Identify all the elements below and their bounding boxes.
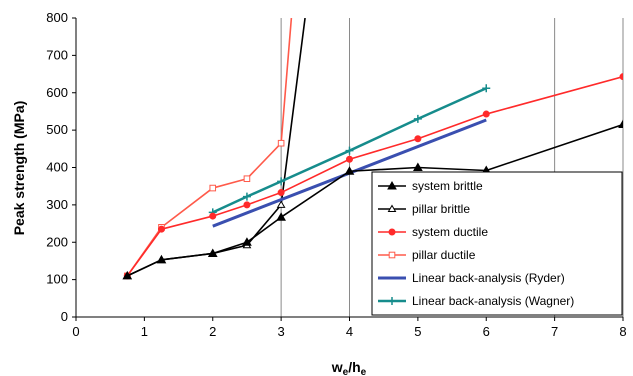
x-axis-title: we/he [331, 359, 367, 376]
series-linear-back-analysis-wagner [208, 84, 491, 217]
y-tick-label-600: 600 [46, 85, 68, 100]
legend-item-1: system brittle [378, 179, 483, 193]
data-point [157, 225, 165, 233]
data-point [344, 166, 355, 175]
legend-item-4: pillar ductile [378, 248, 476, 262]
gridlines [280, 18, 624, 317]
legend-label: pillar brittle [412, 202, 470, 216]
legend-item-6: Linear back-analysis (Wagner) [378, 294, 574, 308]
y-tick-label-100: 100 [46, 272, 68, 287]
y-tick-label-300: 300 [46, 197, 68, 212]
data-point [276, 212, 286, 221]
y-tick-label-700: 700 [46, 47, 68, 62]
x-axis-title-sub-e2: e [361, 367, 367, 376]
data-point [618, 119, 623, 129]
series-system-brittle [122, 119, 623, 280]
x-tick-label-6: 6 [483, 324, 490, 339]
y-tick-label-500: 500 [46, 122, 68, 137]
data-point [345, 146, 354, 155]
legend-label: Linear back-analysis (Wagner) [412, 294, 574, 308]
data-point [122, 270, 133, 280]
legend-swatch-marker [388, 228, 396, 236]
legend-label: system brittle [412, 179, 483, 193]
legend-label: system ductile [412, 225, 488, 239]
series-line [212, 87, 487, 214]
legend-item-3: system ductile [378, 225, 488, 239]
data-point [276, 200, 286, 208]
y-tick-label-200: 200 [46, 234, 68, 249]
data-point [277, 139, 285, 147]
x-tick-label-3: 3 [278, 324, 285, 339]
data-point [209, 184, 217, 192]
x-tick-label-1: 1 [141, 324, 148, 339]
x-tick-label-5: 5 [414, 324, 421, 339]
legend-label: Linear back-analysis (Ryder) [412, 271, 565, 285]
data-point [243, 175, 251, 183]
axes [72, 17, 624, 321]
data-point [243, 201, 251, 209]
data-point [619, 73, 623, 81]
data-point [156, 254, 167, 264]
legend-swatch-marker [387, 180, 397, 190]
y-tick-label-800: 800 [46, 10, 68, 25]
x-axis-title-w: w [331, 359, 343, 375]
series-layer [122, 18, 623, 280]
y-tick-label-400: 400 [46, 160, 68, 175]
legend-label: pillar ductile [412, 248, 476, 262]
legend-swatch-marker [388, 251, 396, 259]
legend-item-5: Linear back-analysis (Ryder) [378, 271, 565, 285]
legend-box [371, 171, 623, 316]
data-point [414, 135, 422, 143]
data-point [242, 237, 252, 246]
series-pillar-brittle [122, 18, 306, 279]
x-tick-label-4: 4 [346, 324, 353, 339]
data-point [413, 114, 422, 123]
data-point [482, 84, 491, 93]
legend: system brittle pillar brittle system ducti… [371, 171, 623, 316]
x-tick-label-2: 2 [209, 324, 216, 339]
y-axis-title: Peak strength (MPa) [11, 101, 27, 236]
y-tick-labels: 0 100 200 300 400 500 600 700 800 [46, 10, 68, 324]
legend-item-2: pillar brittle [378, 202, 470, 216]
data-point [277, 177, 286, 186]
x-tick-label-8: 8 [619, 324, 626, 339]
data-point [207, 248, 218, 257]
data-point [242, 192, 251, 201]
x-axis-title-sub-e1: e [343, 367, 349, 376]
x-axis-title-over-h: /h [348, 359, 360, 375]
x-tick-label-7: 7 [551, 324, 558, 339]
data-point [346, 155, 353, 163]
x-tick-label-0: 0 [72, 324, 79, 339]
data-point [209, 212, 217, 220]
data-point [277, 189, 285, 197]
series-pillar-ductile [123, 18, 293, 280]
data-point [413, 162, 423, 171]
x-tick-labels: 0 1 2 3 4 5 6 7 8 [72, 324, 626, 339]
data-point [482, 110, 490, 118]
y-tick-label-0: 0 [61, 309, 68, 324]
series-line [126, 18, 293, 277]
legend-swatch-marker [388, 297, 396, 305]
legend-swatch-marker [387, 204, 397, 212]
